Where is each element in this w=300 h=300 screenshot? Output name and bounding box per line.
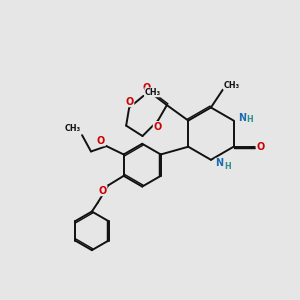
- Text: O: O: [256, 142, 265, 152]
- Text: O: O: [153, 122, 161, 131]
- Text: N: N: [238, 112, 246, 123]
- Text: CH₃: CH₃: [65, 124, 81, 133]
- Text: O: O: [126, 97, 134, 107]
- Text: H: H: [247, 116, 253, 124]
- Text: H: H: [224, 162, 231, 171]
- Text: CH₃: CH₃: [145, 88, 161, 97]
- Text: O: O: [142, 83, 151, 93]
- Text: O: O: [99, 186, 107, 196]
- Text: N: N: [215, 158, 223, 168]
- Text: CH₃: CH₃: [224, 81, 240, 90]
- Text: O: O: [97, 136, 105, 146]
